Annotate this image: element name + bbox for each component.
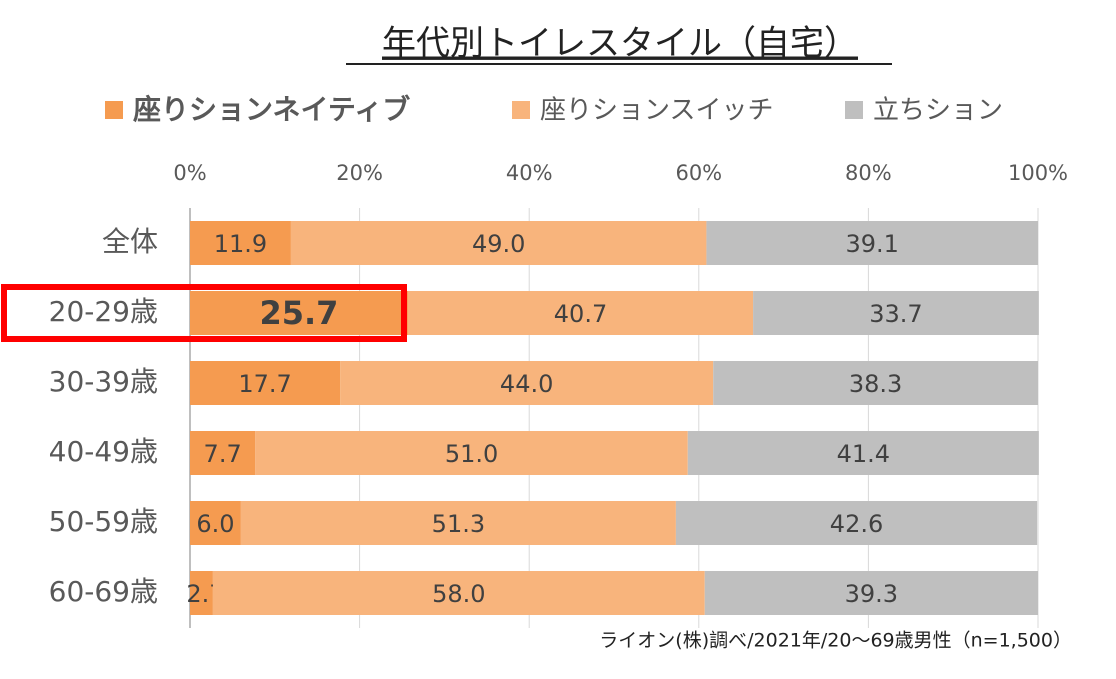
legend-label: 座りションネイティブ [133,93,410,126]
x-tick-label: 60% [675,161,722,185]
value-label: 7.7 [204,440,242,468]
legend-swatch [105,101,123,119]
legend-label: 立ちション [873,96,1003,126]
bar-segment [212,571,705,615]
value-label: 44.0 [500,370,553,398]
value-label: 39.1 [845,230,898,258]
bar-segment [687,431,1039,475]
legend-swatch [845,101,863,119]
value-label: 38.3 [849,370,902,398]
value-label: 58.0 [432,580,485,608]
value-label: 42.6 [830,510,883,538]
y-tick-label: 50-59歳 [49,505,158,538]
value-label: 51.3 [432,510,485,538]
bar-segment [190,501,241,545]
y-tick-label: 60-69歳 [49,575,158,608]
bar-segment [407,291,754,335]
bar-segment [190,431,256,475]
bar-segment [290,221,707,265]
y-tick-label: 全体 [102,225,158,258]
value-label: 6.0 [196,510,234,538]
bar-segment [190,291,408,335]
value-label: 41.4 [837,440,890,468]
y-tick-label: 40-49歳 [49,435,158,468]
value-label: 51.0 [445,440,498,468]
value-label: 39.3 [845,580,898,608]
y-tick-label: 20-29歳 [49,295,158,328]
x-tick-label: 20% [336,161,383,185]
bar-segment [753,291,1039,335]
x-tick-label: 0% [173,161,206,185]
x-tick-label: 40% [506,161,553,185]
value-label: 25.7 [259,294,338,332]
bar-segment [240,501,676,545]
bar-segment [190,361,341,405]
bar-segment [190,571,213,615]
bar-segment [704,571,1038,615]
bar-segment [255,431,688,475]
y-tick-label: 30-39歳 [49,365,158,398]
highlight-box [1,284,407,342]
chart-title: 年代別トイレスタイル（自宅） [382,24,858,64]
value-label: 49.0 [472,230,525,258]
legend-swatch [512,101,530,119]
bar-segment [675,501,1038,545]
x-tick-label: 100% [1008,161,1068,185]
bar-segment [190,221,291,265]
bar-segment [706,221,1038,265]
value-label: 11.9 [214,230,267,258]
bar-segment [713,361,1038,405]
x-tick-label: 80% [845,161,892,185]
value-label: 33.7 [869,300,922,328]
legend-label: 座りションスイッチ [540,96,773,126]
value-label: 40.7 [554,300,607,328]
value-label: 17.7 [238,370,291,398]
source-note: ライオン(株)調べ/2021年/20～69歳男性（n=1,500） [599,630,1072,652]
bar-segment [340,361,714,405]
